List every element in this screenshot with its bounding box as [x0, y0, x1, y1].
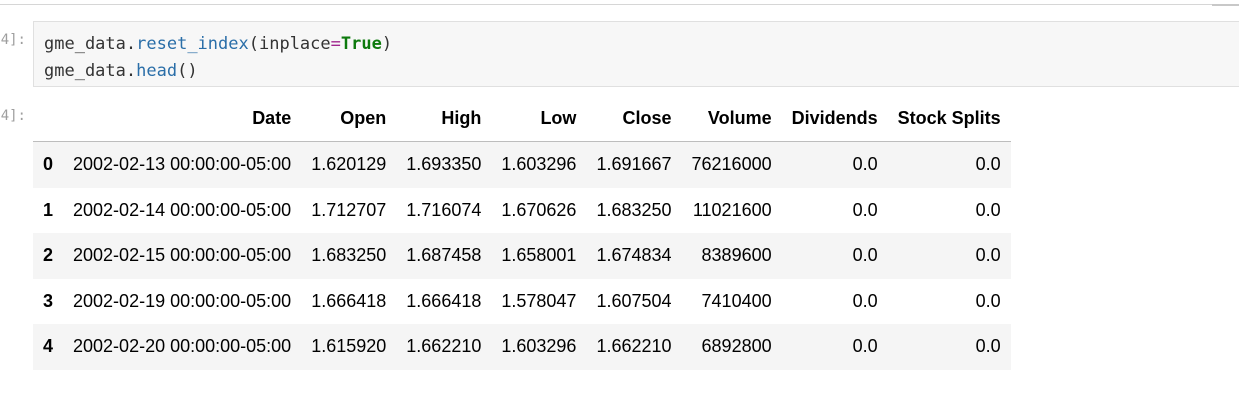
- table-cell: 76216000: [691, 154, 772, 175]
- code-paren: ): [381, 34, 393, 54]
- dataframe-table: Date Open High Low Close Volume Dividend…: [33, 96, 1011, 370]
- row-index: 1: [43, 199, 54, 220]
- table-cell: 1.615920: [311, 336, 387, 357]
- table-cell: 1.691667: [596, 154, 672, 175]
- table-cell: 1.620129: [311, 154, 387, 175]
- code-method: head: [136, 61, 178, 81]
- code-operator: =: [330, 34, 341, 54]
- table-cell: 1.674834: [596, 245, 672, 266]
- table-cell: 2002-02-13 00:00:00-05:00: [73, 154, 292, 175]
- code-dot: .: [125, 34, 137, 54]
- table-row: 2 2002-02-15 00:00:00-05:00 1.683250 1.6…: [33, 233, 1011, 279]
- table-row: 3 2002-02-19 00:00:00-05:00 1.666418 1.6…: [33, 279, 1011, 325]
- column-header: Open: [301, 96, 397, 142]
- table-cell: 0.0: [852, 336, 878, 357]
- table-cell: 1.607504: [596, 290, 672, 311]
- table-cell: 1.687458: [406, 245, 482, 266]
- code-paren: (: [248, 34, 259, 54]
- table-cell: 1.670626: [501, 199, 577, 220]
- table-row: 1 2002-02-14 00:00:00-05:00 1.712707 1.7…: [33, 188, 1011, 234]
- column-header: Volume: [681, 96, 782, 142]
- code-object: gme_data: [44, 34, 126, 54]
- table-cell: 1.662210: [596, 336, 672, 357]
- table-cell: 0.0: [975, 336, 1001, 357]
- table-cell: 1.716074: [406, 199, 482, 220]
- table-cell: 0.0: [975, 199, 1001, 220]
- table-cell: 0.0: [975, 245, 1001, 266]
- code-editor[interactable]: gme_data.reset_index(inplace=True) gme_d…: [44, 31, 392, 85]
- code-keyword: True: [340, 34, 382, 54]
- row-index: 0: [43, 154, 54, 175]
- code-cell[interactable]: gme_data.reset_index(inplace=True) gme_d…: [33, 21, 1239, 87]
- row-index: 4: [43, 336, 54, 357]
- column-header: Dividends: [781, 96, 888, 142]
- row-index: 2: [43, 245, 54, 266]
- table-cell: 1.662210: [406, 336, 482, 357]
- table-cell: 11021600: [692, 199, 772, 220]
- table-cell: 1.603296: [501, 154, 577, 175]
- scroll-edge: [1212, 4, 1239, 6]
- table-cell: 0.0: [975, 154, 1001, 175]
- table-cell: 1.666418: [406, 290, 482, 311]
- column-header: Close: [586, 96, 682, 142]
- table-cell: 0.0: [852, 245, 878, 266]
- table-cell: 1.666418: [311, 290, 387, 311]
- output-area: Date Open High Low Close Volume Dividend…: [33, 96, 1011, 370]
- column-header: Date: [63, 96, 302, 142]
- top-divider: [0, 4, 1239, 5]
- table-cell: 1.578047: [501, 290, 577, 311]
- table-cell: 8389600: [701, 245, 772, 266]
- table-cell: 0.0: [975, 290, 1001, 311]
- row-index: 3: [43, 290, 54, 311]
- column-header: Low: [491, 96, 587, 142]
- table-cell: 1.683250: [596, 199, 672, 220]
- table-cell: 2002-02-14 00:00:00-05:00: [73, 199, 292, 220]
- table-cell: 2002-02-20 00:00:00-05:00: [73, 336, 292, 357]
- code-method: reset_index: [136, 34, 249, 54]
- table-cell: 1.658001: [501, 245, 577, 266]
- table-cell: 2002-02-19 00:00:00-05:00: [73, 290, 292, 311]
- output-prompt: 4]:: [0, 108, 26, 124]
- table-cell: 6892800: [701, 336, 772, 357]
- table-cell: 1.693350: [406, 154, 482, 175]
- table-row: 4 2002-02-20 00:00:00-05:00 1.615920 1.6…: [33, 324, 1011, 370]
- index-header: [33, 96, 64, 142]
- table-cell: 1.712707: [311, 199, 387, 220]
- table-cell: 0.0: [852, 199, 878, 220]
- table-cell: 7410400: [701, 290, 772, 311]
- column-header: High: [396, 96, 492, 142]
- table-cell: 1.603296: [501, 336, 577, 357]
- table-cell: 1.683250: [311, 245, 387, 266]
- table-cell: 0.0: [852, 154, 878, 175]
- column-header: Stock Splits: [887, 96, 1011, 142]
- header-row: Date Open High Low Close Volume Dividend…: [33, 96, 1011, 142]
- code-dot: .: [125, 61, 137, 81]
- table-cell: 0.0: [852, 290, 878, 311]
- code-argument: inplace: [258, 34, 331, 54]
- code-object: gme_data: [44, 61, 126, 81]
- table-cell: 2002-02-15 00:00:00-05:00: [73, 245, 292, 266]
- code-paren: (): [177, 61, 198, 81]
- table-row: 0 2002-02-13 00:00:00-05:00 1.620129 1.6…: [33, 141, 1011, 188]
- input-prompt: 4]:: [0, 32, 26, 48]
